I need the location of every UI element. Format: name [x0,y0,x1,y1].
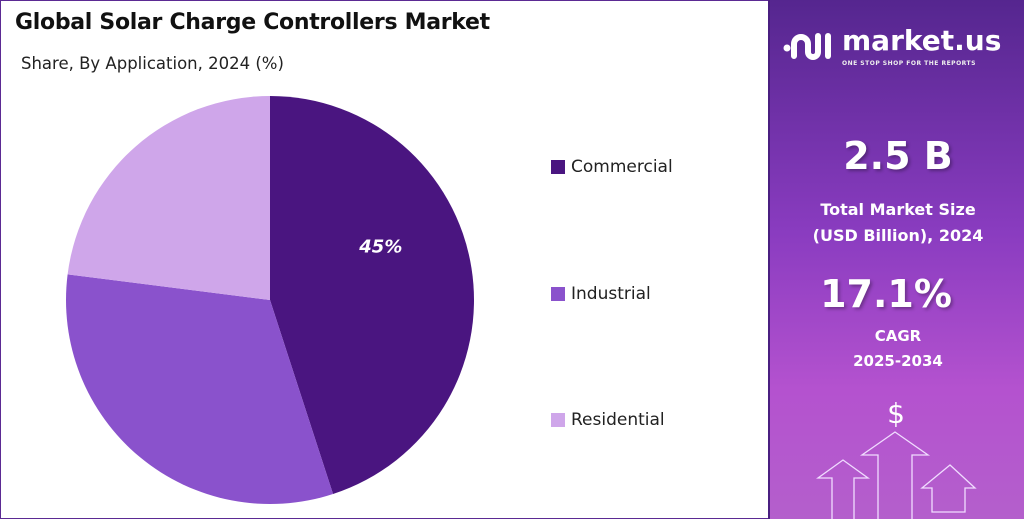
legend-item-residential: Residential [551,409,665,431]
chart-title: Global Solar Charge Controllers Market [15,10,490,35]
pie-chart: 45% [65,96,475,504]
brand-logo: market.us ONE STOP SHOP FOR THE REPORTS [782,24,1001,68]
legend-label: Industrial [571,284,651,304]
market-size-label-2: (USD Billion), 2024 [812,226,984,245]
chart-subtitle: Share, By Application, 2024 (%) [21,54,284,73]
market-size-label-1: Total Market Size [820,200,976,219]
legend-swatch [551,287,565,301]
market-size-value: 2.5 B [843,134,953,178]
growth-arrows-icon [815,431,977,519]
legend-item-industrial: Industrial [551,283,651,305]
pie-slice-commercial [270,96,475,495]
legend-swatch [551,413,565,427]
cagr-label-1: CAGR [874,327,922,345]
legend-label: Commercial [571,157,673,177]
dollar-icon: $ [887,397,905,430]
brand-name: market.us [842,24,1002,57]
data-label-commercial: 45% [358,236,402,257]
legend-label: Residential [571,410,665,430]
summary-panel: market.us ONE STOP SHOP FOR THE REPORTS … [768,0,1024,519]
legend-item-commercial: Commercial [551,156,673,178]
cagr-value: 17.1% [820,272,952,316]
pie-slice-residential [67,96,270,300]
cagr-label-2: 2025-2034 [853,352,943,370]
brand-tagline: ONE STOP SHOP FOR THE REPORTS [842,60,976,67]
pie-slice-industrial [65,274,334,504]
legend-swatch [551,160,565,174]
market-us-logo-icon [783,33,831,60]
